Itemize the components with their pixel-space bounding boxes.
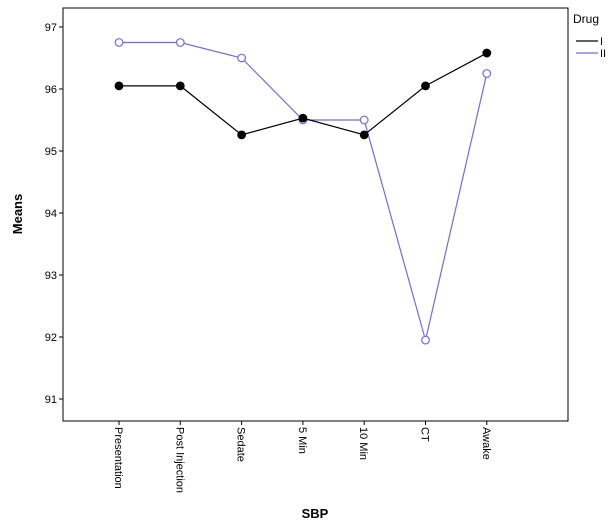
y-tick-label: 94 xyxy=(45,208,57,220)
x-tick-label: 5 Min xyxy=(296,427,308,454)
x-tick-label: CT xyxy=(419,427,431,442)
series-layer xyxy=(114,38,492,345)
data-point-II xyxy=(482,69,492,78)
x-tick-label: Awake xyxy=(480,427,492,460)
data-point-II xyxy=(114,38,124,47)
data-point-I xyxy=(114,81,124,91)
y-tick-label: 95 xyxy=(45,146,57,158)
y-tick-label: 93 xyxy=(45,270,57,282)
data-point-I xyxy=(482,48,492,58)
x-tick-label: Presentation xyxy=(112,427,124,489)
x-tick-label: 10 Min xyxy=(357,427,369,460)
data-point-II xyxy=(421,335,430,345)
data-point-II xyxy=(175,38,185,47)
data-point-I xyxy=(175,81,185,91)
x-axis-title: SBP xyxy=(302,506,329,521)
y-axis: 91 92 93 94 95 96 97 xyxy=(45,22,63,406)
legend: Drug III xyxy=(573,12,606,60)
y-tick-label: 92 xyxy=(45,332,57,344)
plot-frame xyxy=(62,7,569,422)
data-point-II xyxy=(237,53,247,63)
x-axis: Presentation Post Injection Sedate 5 Min 10 … xyxy=(112,421,492,493)
legend-label-II: II xyxy=(600,48,606,60)
legend-label-I: I xyxy=(600,36,603,48)
data-point-I xyxy=(237,130,247,140)
y-tick-label: 96 xyxy=(45,84,57,96)
data-point-I xyxy=(359,130,369,140)
x-tick-label: Sedate xyxy=(235,427,247,462)
data-point-I xyxy=(421,81,430,91)
y-tick-label: 91 xyxy=(45,394,57,406)
legend-title: Drug xyxy=(573,12,599,26)
y-tick-label: 97 xyxy=(45,22,57,34)
data-point-I xyxy=(298,113,308,123)
data-point-II xyxy=(359,115,369,125)
y-axis-title: Means xyxy=(10,194,25,234)
x-tick-label: Post Injection xyxy=(173,427,185,493)
